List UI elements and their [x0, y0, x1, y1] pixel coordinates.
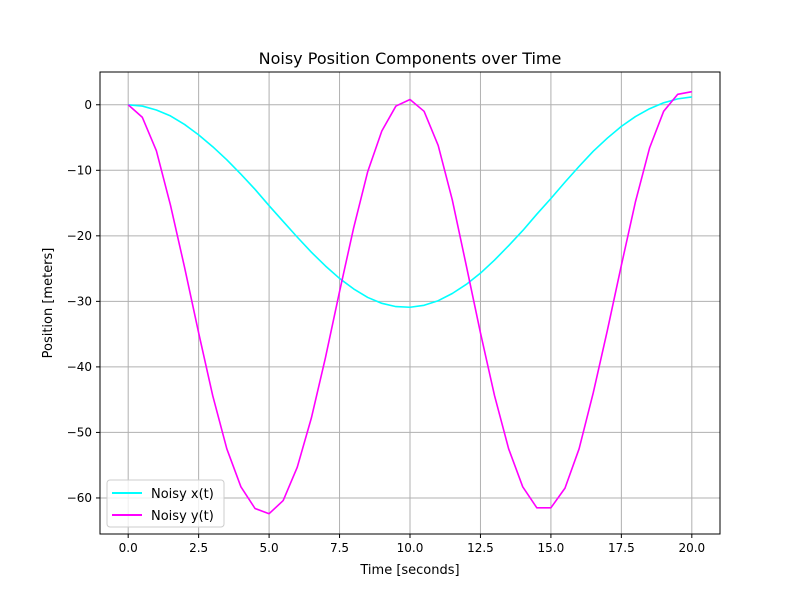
legend-label-x: Noisy x(t) [151, 487, 214, 502]
y-tick-label: −60 [67, 491, 92, 505]
x-tick-label: 15.0 [538, 541, 565, 555]
x-axis-ticks: 0.0 2.5 5.0 7.5 10.0 12.5 15.0 17.5 20.0 [119, 534, 705, 555]
y-tick-label: 0 [84, 98, 92, 112]
y-tick-label: −20 [67, 229, 92, 243]
y-tick-label: −50 [67, 425, 92, 439]
x-tick-label: 7.5 [330, 541, 349, 555]
y-axis-ticks: 0 −10 −20 −30 −40 −50 −60 [67, 98, 100, 505]
series-line-y [127, 90, 692, 515]
x-axis-label: Time [seconds] [359, 563, 459, 578]
y-tick-label: −40 [67, 360, 92, 374]
grid-lines [100, 72, 720, 534]
y-axis-label: Position [meters] [41, 248, 56, 359]
x-tick-label: 20.0 [678, 541, 705, 555]
x-tick-label: 0.0 [119, 541, 138, 555]
x-tick-label: 17.5 [608, 541, 635, 555]
x-tick-label: 10.0 [397, 541, 424, 555]
y-tick-label: −10 [67, 163, 92, 177]
x-tick-label: 12.5 [467, 541, 494, 555]
y-tick-label: −30 [67, 294, 92, 308]
x-tick-label: 5.0 [260, 541, 279, 555]
chart-title: Noisy Position Components over Time [259, 49, 562, 68]
x-tick-label: 2.5 [189, 541, 208, 555]
series-line-x [128, 96, 692, 309]
legend-label-y: Noisy y(t) [151, 509, 214, 524]
series-lines [127, 90, 692, 515]
legend: Noisy x(t) Noisy y(t) [106, 479, 225, 528]
